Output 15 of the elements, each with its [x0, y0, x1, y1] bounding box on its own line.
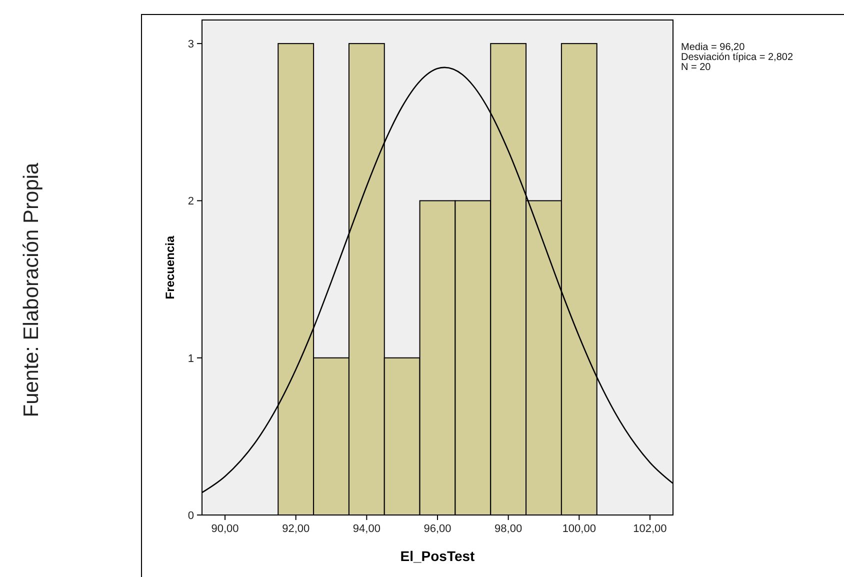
x-tick-label: 90,00	[211, 523, 239, 535]
x-tick-label: 92,00	[282, 523, 310, 535]
x-tick-label: 94,00	[352, 523, 380, 535]
x-tick-label: 100,00	[562, 523, 596, 535]
y-axis-title: Frecuencia	[163, 236, 177, 300]
x-axis-title: El_PosTest	[400, 548, 476, 564]
y-tick-label: 1	[188, 352, 194, 365]
x-tick-label: 102,00	[633, 523, 667, 535]
y-tick-label: 2	[188, 196, 194, 208]
y-tick-label: 0	[188, 510, 194, 522]
y-tick-label: 3	[188, 38, 194, 51]
source-note: Fuente: Elaboración Propia	[20, 162, 43, 418]
x-tick-label: 98,00	[494, 523, 522, 535]
text: Media = 96,20 Desviación típica = 2,802 N = 20	[681, 42, 794, 73]
x-tick-label: 96,00	[424, 523, 452, 535]
